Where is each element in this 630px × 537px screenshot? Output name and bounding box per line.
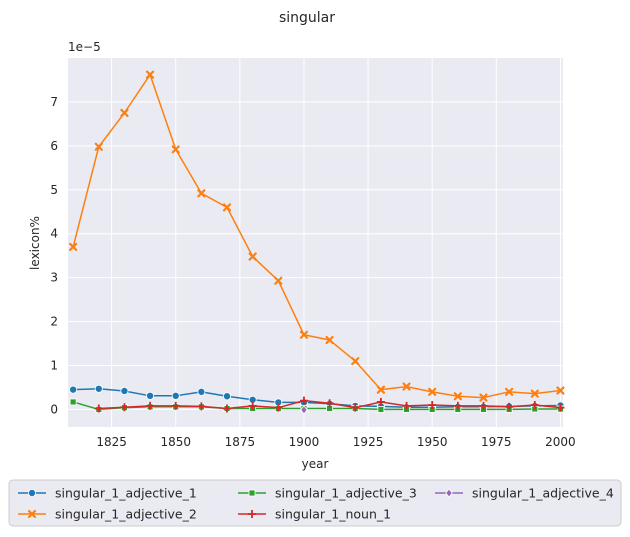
y-tick-label: 2 <box>50 315 58 329</box>
singular_1_noun_1-point <box>556 403 565 412</box>
legend-item: singular_1_noun_1 <box>238 507 391 522</box>
singular_1_adjective_1-point <box>69 385 78 394</box>
singular_1_adjective_4-series <box>300 405 308 415</box>
y-tick-label: 4 <box>50 227 58 241</box>
legend-label: singular_1_adjective_1 <box>55 486 197 501</box>
singular_1_adjective_2-point <box>479 393 488 402</box>
singular_1_adjective_2-point <box>428 387 437 396</box>
singular_1_noun_1-point <box>402 401 411 410</box>
series-layer <box>69 70 565 415</box>
singular_1_adjective_1-point <box>120 386 129 395</box>
x-tick-label: 1875 <box>225 435 256 449</box>
legend-frame <box>8 479 622 527</box>
y-tick-label: 0 <box>50 402 58 416</box>
singular_1_adjective_2-point <box>530 389 539 398</box>
singular_1_adjective_1-point <box>223 392 232 401</box>
legend-label: singular_1_noun_1 <box>275 507 391 522</box>
legend-marker <box>445 488 453 498</box>
singular_1_adjective_3-point <box>377 406 385 413</box>
singular_1_adjective_2-point <box>120 108 129 118</box>
legend-marker <box>27 509 37 519</box>
singular_1_noun_1-point <box>453 401 462 410</box>
legend-marker <box>248 489 256 497</box>
singular_1_adjective_4-point <box>300 405 308 415</box>
singular_1_adjective_1-point <box>146 391 155 400</box>
singular_1_noun_1-point <box>325 399 334 408</box>
singular_1_adjective_2-point <box>145 70 155 79</box>
x-ticks: 1825 1850 1875 1900 1925 1950 1975 2000 <box>96 435 575 449</box>
singular_1_adjective_2-point <box>94 142 103 151</box>
singular_1_noun_1-series <box>94 396 565 413</box>
x-tick-label: 2000 <box>545 435 576 449</box>
singular_1_adjective_2-point <box>453 392 462 401</box>
singular_1_adjective_2-point <box>402 382 411 391</box>
x-tick-label: 1900 <box>289 435 320 449</box>
singular_1_adjective_2-point <box>274 276 283 285</box>
singular_1_noun_1-point <box>351 403 360 412</box>
legend-item: singular_1_adjective_4 <box>435 486 614 501</box>
y-tick-label: 1 <box>50 359 58 373</box>
y-tick-label: 6 <box>50 139 58 153</box>
x-tick-label: 1850 <box>160 435 191 449</box>
singular_1_noun_1-point <box>479 401 488 410</box>
singular_1_adjective_2-point <box>299 330 309 339</box>
singular_1_noun_1-point <box>146 401 155 410</box>
singular_1_adjective_2-point <box>197 189 206 198</box>
singular_1_adjective_1-point <box>171 391 180 400</box>
singular_1_noun_1-point <box>171 401 180 410</box>
x-axis-label: year <box>302 457 329 471</box>
y-axis-label: lexicon% <box>28 216 42 270</box>
legend-marker <box>248 510 256 518</box>
x-tick-label: 1825 <box>96 435 127 449</box>
singular_1_adjective_2-series <box>69 70 565 402</box>
singular_1_noun_1-point <box>248 401 257 410</box>
legend-marker <box>27 488 36 497</box>
singular_1_adjective_1-point <box>197 387 206 396</box>
singular_1_adjective_2-point <box>222 203 232 212</box>
singular_1_adjective_3-point <box>69 398 77 406</box>
legend-item: singular_1_adjective_1 <box>18 486 197 501</box>
legend-label: singular_1_adjective_2 <box>55 507 197 522</box>
singular_1_noun_1-point <box>505 402 514 411</box>
singular_1_noun_1-point <box>428 401 437 410</box>
legend-label: singular_1_adjective_4 <box>472 486 614 501</box>
singular_1_noun_1-point <box>223 404 232 413</box>
y-tick-label: 5 <box>50 183 58 197</box>
singular_1_noun_1-point <box>274 403 283 412</box>
singular_1_adjective_2-point <box>171 145 180 154</box>
chart-title: singular <box>279 10 335 26</box>
singular_1_adjective_1-point <box>94 384 103 393</box>
singular_1_adjective_2-point <box>556 386 565 395</box>
singular_1_noun_1-point <box>376 397 385 406</box>
singular_1_noun_1-point <box>120 403 129 412</box>
singular_1_noun_1-point <box>299 396 308 405</box>
x-tick-label: 1925 <box>353 435 384 449</box>
singular_1_noun_1-point <box>197 402 206 411</box>
singular_1_adjective_2-point <box>505 387 514 396</box>
x-tick-label: 1975 <box>481 435 512 449</box>
y-ticks: 0 1 2 3 4 5 6 7 <box>50 95 58 416</box>
singular_1_adjective_2-line <box>72 73 561 399</box>
grid <box>68 58 563 427</box>
legend-item: singular_1_adjective_3 <box>238 486 417 501</box>
y-tick-label: 3 <box>50 271 58 285</box>
singular_1_noun_1-point <box>94 404 103 413</box>
singular_1_adjective_2-point <box>376 385 386 394</box>
singular_1_noun_1-point <box>530 401 539 410</box>
singular_1_adjective_2-point <box>69 242 78 251</box>
legend-item: singular_1_adjective_2 <box>18 507 197 522</box>
singular_1_adjective_2-point <box>325 335 334 345</box>
singular_1_adjective_3-line <box>72 401 561 411</box>
singular_1_adjective_2-point <box>351 357 360 366</box>
x-tick-label: 1950 <box>417 435 448 449</box>
y-tick-label: 7 <box>50 95 58 109</box>
y-offset-text: 1e−5 <box>68 40 101 54</box>
singular_1_adjective_1-line <box>73 388 561 408</box>
legend-label: singular_1_adjective_3 <box>275 486 417 501</box>
legend: singular_1_adjective_1 singular_1_adjecti… <box>8 479 622 527</box>
plot-area <box>68 58 563 427</box>
singular_1_adjective_2-point <box>248 252 257 261</box>
